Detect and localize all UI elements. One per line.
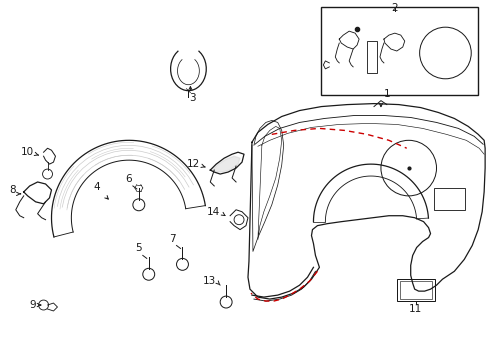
Polygon shape (212, 156, 240, 172)
Text: 8: 8 (9, 185, 16, 195)
Text: 1: 1 (383, 89, 390, 99)
Text: 11: 11 (408, 304, 422, 314)
Text: 5: 5 (135, 243, 142, 253)
Bar (399, 281, 431, 299)
Bar (396, 279, 434, 301)
Text: 13: 13 (203, 276, 216, 286)
Bar (433, 188, 464, 210)
Text: 9: 9 (29, 300, 36, 310)
Text: 7: 7 (169, 234, 176, 243)
Bar (366, 41, 376, 73)
Text: 3: 3 (189, 93, 195, 103)
Bar (321, 7, 477, 95)
Text: 12: 12 (187, 159, 200, 169)
Text: 2: 2 (391, 3, 397, 13)
Text: 4: 4 (94, 182, 100, 192)
Text: 6: 6 (125, 174, 132, 184)
Text: 10: 10 (20, 147, 34, 157)
Text: 14: 14 (206, 207, 220, 217)
